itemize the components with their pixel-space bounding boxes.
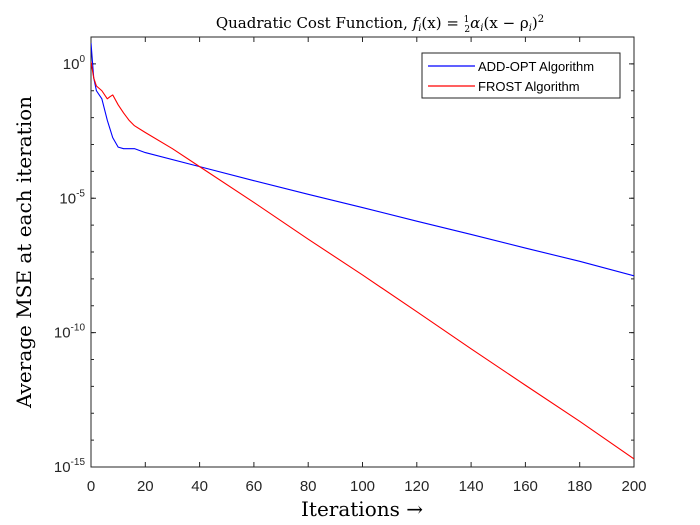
chart-title-sup: 2 [538, 14, 544, 25]
x-tick-label: 200 [621, 478, 646, 495]
y-tick-label: 10-5 [59, 188, 85, 207]
chart-title-frac-num: 1 [464, 15, 470, 25]
x-tick-label: 180 [567, 478, 592, 495]
axis-ticks [90, 37, 635, 468]
y-tick-label: 100 [63, 54, 86, 73]
x-tick-label: 140 [459, 478, 484, 495]
chart-title-frac-den: 2 [464, 25, 470, 35]
legend-label-frost: FROST Algorithm [478, 79, 580, 94]
plot-area: 0 20 40 60 80 100 120 140 160 180 200 100 10-5 10-10 1… [54, 36, 647, 495]
axis-tick-labels: 0 20 40 60 80 100 120 140 160 180 200 100 10-5 10-10 1… [54, 54, 647, 495]
chart-title-alpha: α [470, 14, 480, 32]
y-tick-label: 10-10 [54, 323, 86, 342]
series-line-frost [91, 61, 634, 460]
chart-title-rhs-b: (x − ρ [483, 14, 528, 32]
y-axis-label: Average MSE at each iteration [12, 96, 36, 409]
chart-title-rho-sub: i [529, 23, 532, 34]
chart-title-f-sub: i [418, 23, 421, 34]
series-line-add-opt [91, 42, 634, 277]
chart-title-rhs-c: ) [532, 14, 538, 32]
series-lines [91, 42, 634, 460]
x-axis-label: Iterations → [301, 497, 423, 521]
y-tick-label: 10-15 [54, 457, 86, 476]
legend-box [421, 52, 621, 99]
chart-title-lhs-arg: (x) = [421, 14, 463, 32]
x-tick-label: 0 [87, 478, 95, 495]
axes-box [90, 36, 635, 468]
x-tick-label: 20 [137, 478, 154, 495]
x-tick-label: 60 [246, 478, 263, 495]
chart-title-alpha-sub: i [480, 23, 483, 34]
chart-title-prefix: Quadratic Cost Function, [216, 14, 413, 32]
x-tick-label: 160 [513, 478, 538, 495]
legend: ADD-OPT Algorithm FROST Algorithm [421, 52, 621, 99]
x-tick-label: 40 [191, 478, 208, 495]
legend-label-add-opt: ADD-OPT Algorithm [478, 59, 594, 74]
x-tick-label: 120 [404, 478, 429, 495]
chart-title: Quadratic Cost Function, fi(x) = 1 2αi(x … [216, 14, 544, 35]
chart-title-f: f [412, 14, 421, 32]
x-tick-label: 80 [300, 478, 317, 495]
x-tick-label: 100 [350, 478, 375, 495]
